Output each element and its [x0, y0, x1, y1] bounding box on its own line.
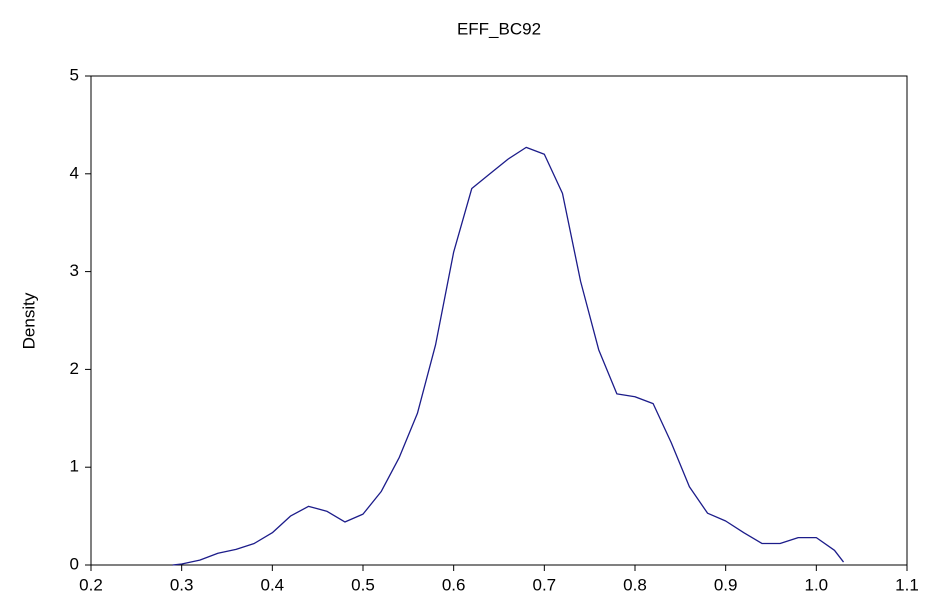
x-tick-label: 0.8 [623, 575, 647, 594]
y-axis-label: Density [19, 292, 38, 349]
density-line [172, 146, 845, 566]
plot-frame [90, 75, 908, 566]
y-tick-label: 1 [70, 457, 79, 476]
x-tick-label: 0.6 [442, 575, 466, 594]
y-tick-label: 0 [70, 554, 79, 573]
x-tick-label: 0.5 [351, 575, 375, 594]
x-tick-label: 0.7 [533, 575, 557, 594]
x-tick-label: 0.9 [714, 575, 738, 594]
chart-title: EFF_BC92 [457, 19, 541, 38]
x-tick-label: 0.2 [79, 575, 103, 594]
x-tick-label: 0.3 [170, 575, 194, 594]
y-tick-label: 4 [70, 163, 79, 182]
x-tick-label: 1.1 [895, 575, 919, 594]
y-tick-label: 2 [70, 359, 79, 378]
x-tick-label: 0.4 [261, 575, 285, 594]
x-tick-label: 1.0 [805, 575, 829, 594]
y-tick-label: 3 [70, 261, 79, 280]
y-tick-label: 5 [70, 65, 79, 84]
